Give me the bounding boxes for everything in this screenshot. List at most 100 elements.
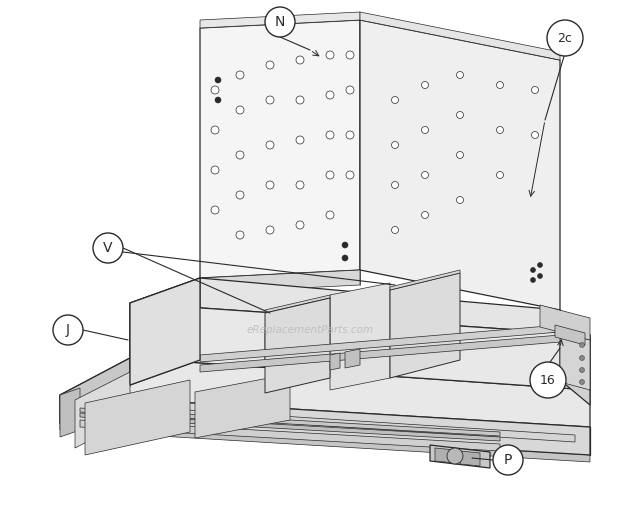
- Circle shape: [211, 166, 219, 174]
- Polygon shape: [75, 372, 130, 448]
- Circle shape: [422, 81, 428, 89]
- Polygon shape: [330, 353, 340, 370]
- Circle shape: [580, 343, 585, 347]
- Polygon shape: [60, 395, 590, 455]
- Circle shape: [296, 136, 304, 144]
- Circle shape: [215, 77, 221, 83]
- Polygon shape: [360, 12, 560, 60]
- Circle shape: [296, 181, 304, 189]
- Circle shape: [236, 231, 244, 239]
- Polygon shape: [540, 305, 590, 340]
- Text: 16: 16: [540, 373, 556, 386]
- Circle shape: [531, 278, 536, 282]
- Polygon shape: [560, 332, 590, 390]
- Polygon shape: [130, 303, 590, 390]
- Circle shape: [53, 315, 83, 345]
- Circle shape: [326, 131, 334, 139]
- Polygon shape: [265, 328, 275, 367]
- Circle shape: [266, 226, 274, 234]
- Circle shape: [422, 127, 428, 134]
- Polygon shape: [130, 278, 200, 385]
- Circle shape: [266, 61, 274, 69]
- Polygon shape: [60, 423, 590, 462]
- Polygon shape: [60, 388, 80, 437]
- Polygon shape: [430, 445, 490, 468]
- Circle shape: [497, 172, 503, 178]
- Circle shape: [422, 172, 428, 178]
- Text: V: V: [104, 241, 113, 255]
- Text: eReplacementParts.com: eReplacementParts.com: [246, 325, 374, 335]
- Circle shape: [346, 131, 354, 139]
- Polygon shape: [560, 310, 590, 405]
- Circle shape: [326, 91, 334, 99]
- Circle shape: [326, 171, 334, 179]
- Polygon shape: [360, 20, 560, 310]
- Circle shape: [296, 221, 304, 229]
- Polygon shape: [200, 20, 360, 278]
- Circle shape: [342, 242, 348, 248]
- Polygon shape: [130, 278, 200, 385]
- Circle shape: [447, 448, 463, 464]
- Circle shape: [580, 367, 585, 372]
- Circle shape: [236, 71, 244, 79]
- Circle shape: [236, 151, 244, 159]
- Circle shape: [266, 96, 274, 104]
- Text: N: N: [275, 15, 285, 29]
- Polygon shape: [200, 335, 560, 372]
- Polygon shape: [130, 278, 590, 335]
- Circle shape: [531, 87, 539, 93]
- Circle shape: [211, 86, 219, 94]
- Polygon shape: [265, 295, 330, 313]
- Circle shape: [456, 196, 464, 203]
- Polygon shape: [265, 298, 330, 393]
- Polygon shape: [60, 358, 130, 423]
- Circle shape: [236, 191, 244, 199]
- Polygon shape: [390, 273, 460, 378]
- Circle shape: [391, 142, 399, 148]
- Circle shape: [530, 362, 566, 398]
- Circle shape: [580, 380, 585, 384]
- Polygon shape: [80, 408, 500, 436]
- Text: 2c: 2c: [557, 32, 572, 44]
- Circle shape: [342, 255, 348, 261]
- Circle shape: [456, 111, 464, 118]
- Circle shape: [497, 81, 503, 89]
- Circle shape: [391, 182, 399, 188]
- Circle shape: [211, 206, 219, 214]
- Polygon shape: [555, 325, 585, 345]
- Polygon shape: [435, 448, 455, 463]
- Text: J: J: [66, 323, 70, 337]
- Circle shape: [326, 51, 334, 59]
- Circle shape: [422, 212, 428, 219]
- Polygon shape: [85, 380, 190, 455]
- Circle shape: [211, 126, 219, 134]
- Circle shape: [538, 262, 542, 268]
- Circle shape: [266, 141, 274, 149]
- Circle shape: [456, 152, 464, 158]
- Circle shape: [346, 171, 354, 179]
- Polygon shape: [345, 349, 360, 368]
- Polygon shape: [200, 270, 360, 293]
- Circle shape: [236, 106, 244, 114]
- Circle shape: [456, 71, 464, 79]
- Polygon shape: [80, 413, 500, 441]
- Circle shape: [497, 127, 503, 134]
- Polygon shape: [460, 451, 480, 466]
- Polygon shape: [80, 420, 500, 451]
- Circle shape: [580, 355, 585, 361]
- Circle shape: [391, 227, 399, 233]
- Text: P: P: [504, 453, 512, 467]
- Polygon shape: [80, 403, 575, 442]
- Circle shape: [346, 51, 354, 59]
- Circle shape: [531, 268, 536, 272]
- Circle shape: [493, 445, 523, 475]
- Circle shape: [265, 7, 295, 37]
- Circle shape: [547, 20, 583, 56]
- Circle shape: [346, 86, 354, 94]
- Circle shape: [326, 211, 334, 219]
- Circle shape: [296, 96, 304, 104]
- Circle shape: [538, 274, 542, 278]
- Circle shape: [215, 97, 221, 103]
- Polygon shape: [390, 270, 460, 290]
- Polygon shape: [330, 283, 390, 390]
